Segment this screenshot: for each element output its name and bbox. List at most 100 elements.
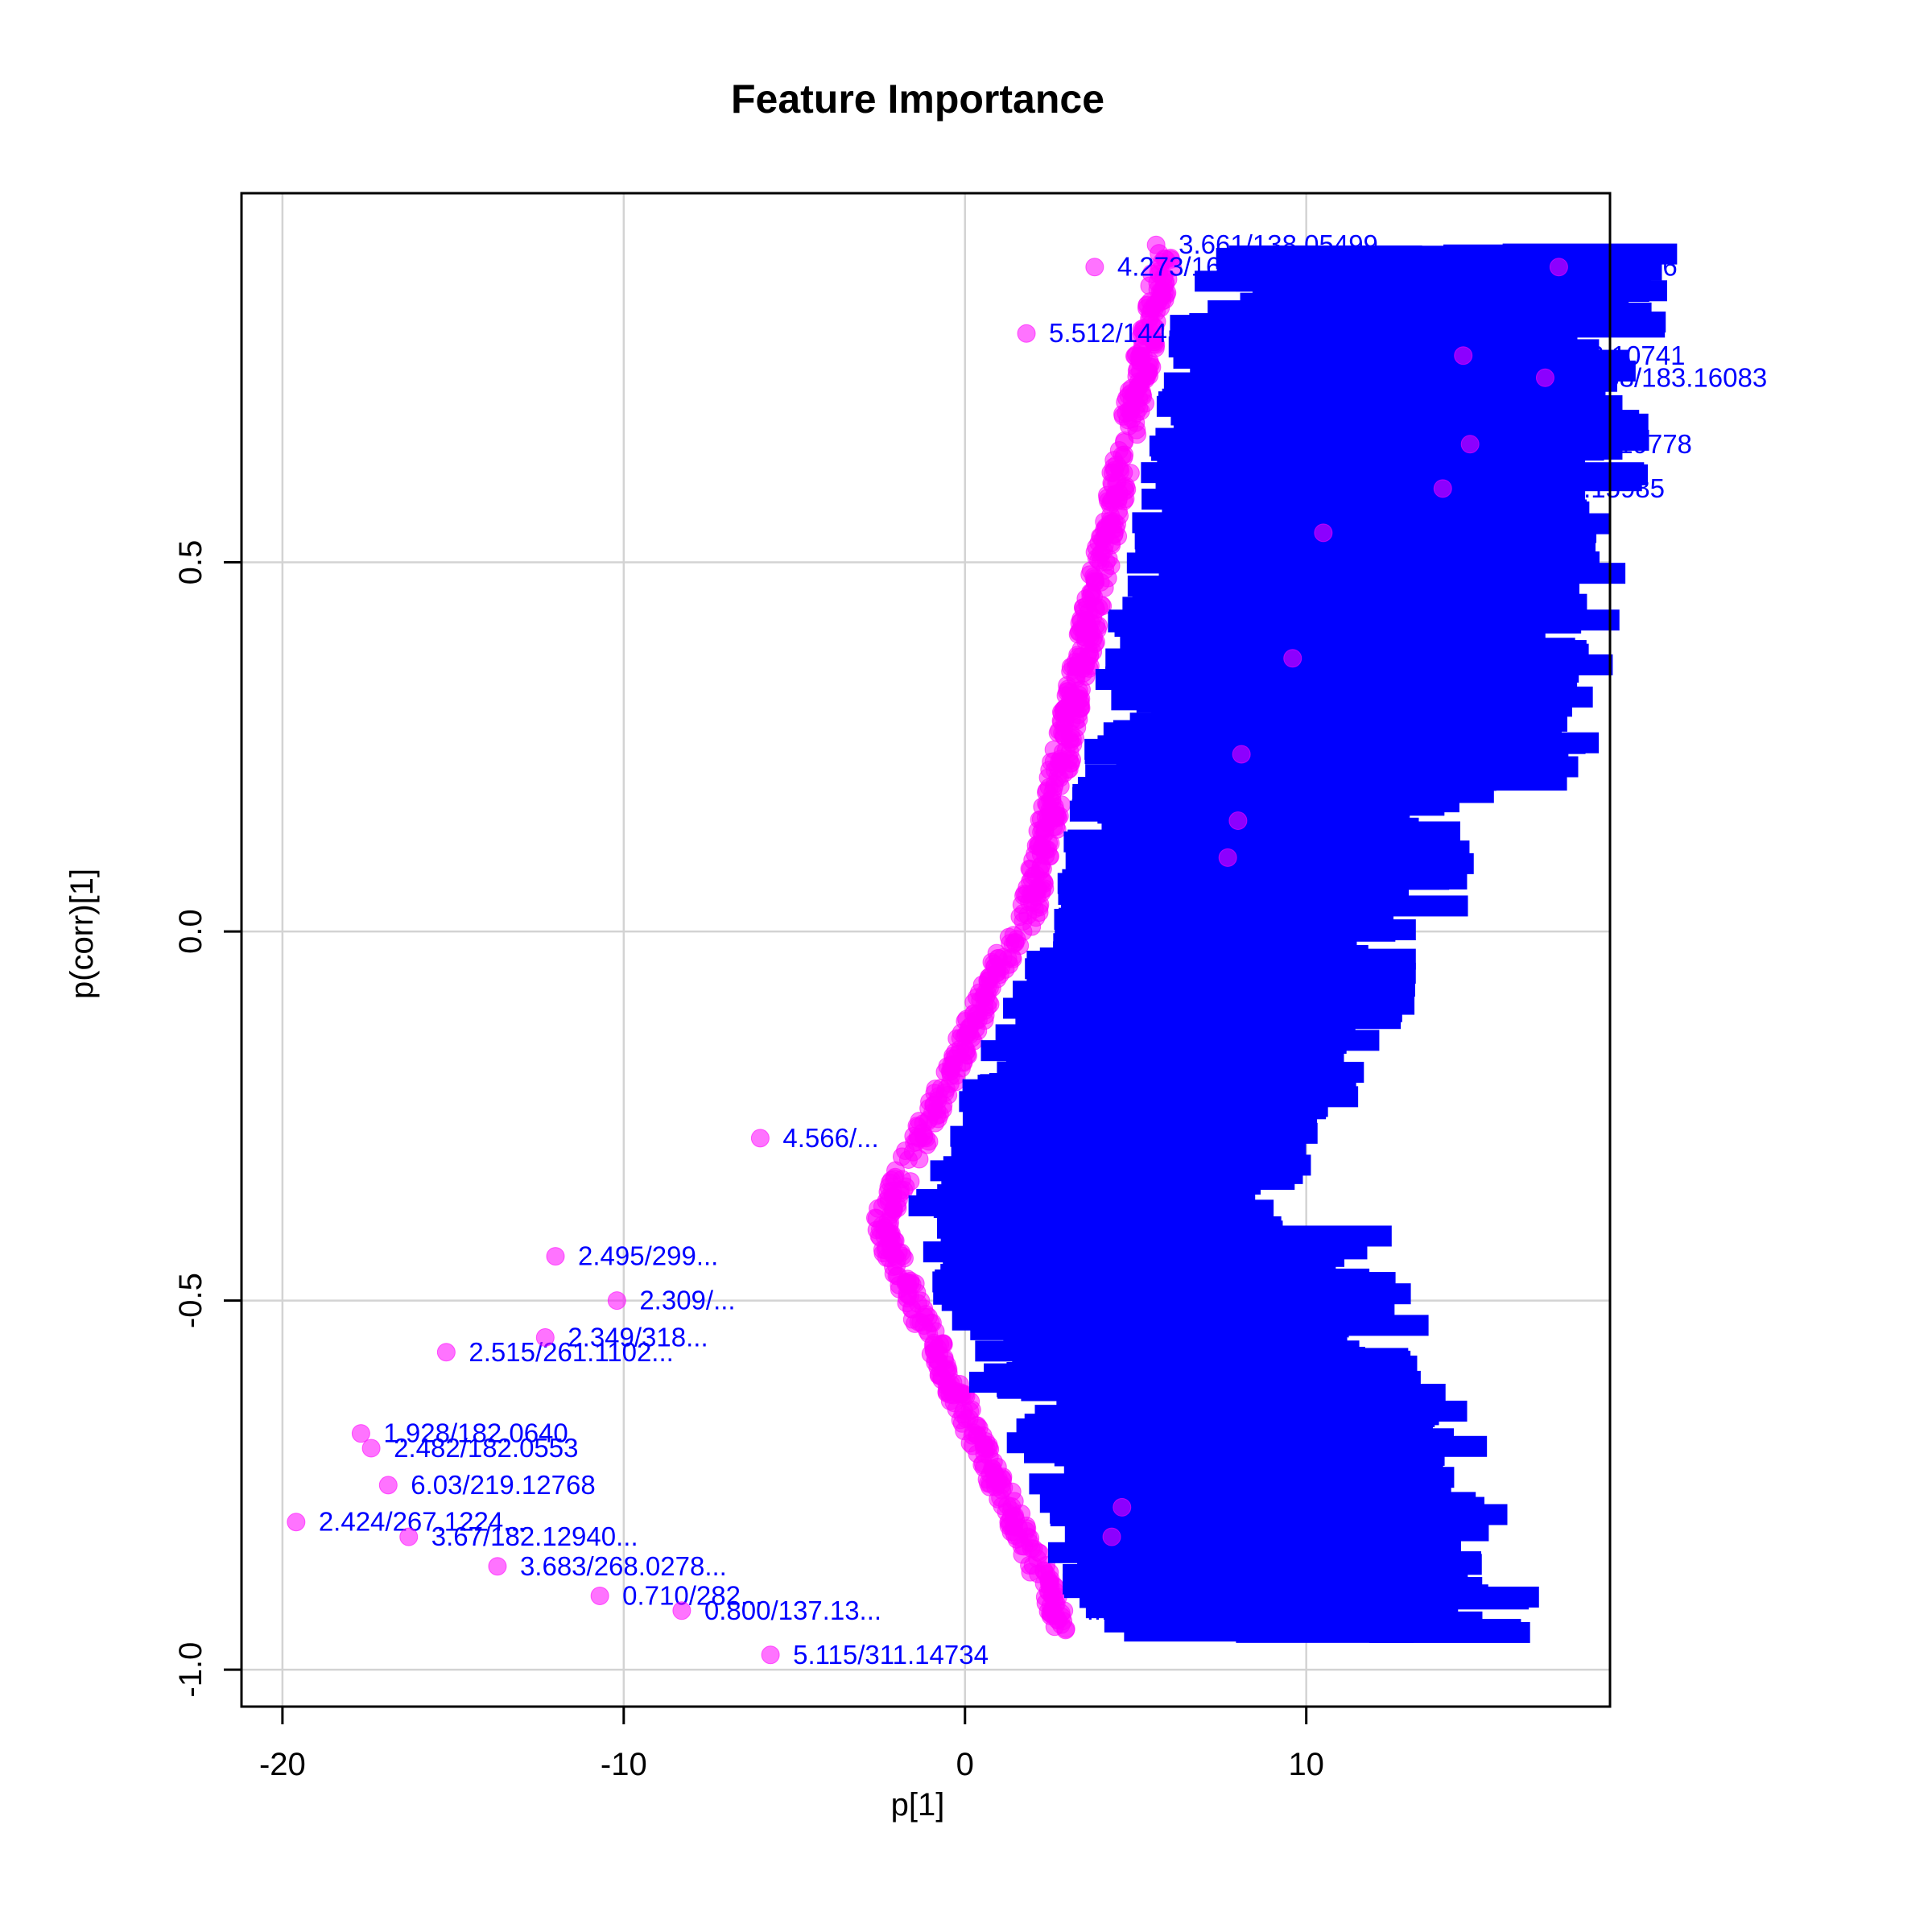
scatter-point xyxy=(928,1352,947,1371)
labeled-point: 1.928/182.0640 xyxy=(351,1418,568,1448)
point-label-overlap xyxy=(1113,774,1298,795)
scatter-point xyxy=(546,1247,565,1266)
scatter-point xyxy=(1054,702,1073,721)
scatter-point xyxy=(1045,807,1064,827)
scatter-point xyxy=(1131,402,1150,421)
point-label-overlap xyxy=(1125,927,1248,948)
scatter-point xyxy=(488,1557,507,1576)
point-label-overlap xyxy=(1069,800,1247,822)
scatter-point xyxy=(1218,848,1237,867)
labeled-point: 4.441/243.19778 xyxy=(1460,429,1692,459)
scatter-point xyxy=(931,1079,951,1098)
point-label-overlap xyxy=(1389,449,1492,471)
scatter-point xyxy=(1031,857,1051,877)
point-label-overlap xyxy=(1340,1584,1488,1606)
labeled-point: 3.766/276.76485 xyxy=(1314,518,1546,547)
point-label-overlap xyxy=(940,1264,1067,1286)
scatter-point xyxy=(881,1205,901,1224)
point-label: 0.633/143.60949 xyxy=(1315,643,1515,673)
point-label-overlap xyxy=(1120,1319,1302,1340)
scatter-point xyxy=(287,1513,306,1532)
scatter-point xyxy=(361,1439,381,1458)
point-label-overlap xyxy=(1258,1512,1386,1534)
point-label-overlap xyxy=(1146,616,1311,638)
point-label: 5.512/144.10163 xyxy=(1049,318,1249,348)
y-tick-label: 0.5 xyxy=(173,540,208,585)
labeled-point: 4.273/164.10011 xyxy=(1085,252,1315,282)
point-label: 3.67/182.12940... xyxy=(431,1521,638,1551)
scatter-point xyxy=(867,1220,886,1240)
scatter-point xyxy=(1141,314,1161,333)
point-label-overlap xyxy=(981,1155,1156,1177)
x-tick-label: -20 xyxy=(259,1747,306,1782)
scatter-point xyxy=(1117,480,1137,499)
scatter-point xyxy=(1113,1497,1132,1517)
labeled-point: 3.683/268.0278... xyxy=(488,1551,727,1581)
point-label-overlap xyxy=(1393,265,1494,287)
point-label-overlap xyxy=(1022,1176,1154,1198)
scatter-point xyxy=(1115,431,1134,450)
scatter-point xyxy=(672,1601,691,1620)
scatter-point xyxy=(1078,596,1097,615)
point-label: ...600 xyxy=(1250,842,1317,872)
point-label-overlap xyxy=(1163,481,1280,503)
point-label-overlap xyxy=(1319,709,1452,731)
labeled-point: 6.03/219.12768 xyxy=(378,1470,596,1500)
point-label-overlap xyxy=(1127,1571,1320,1592)
scatter-point xyxy=(1002,947,1022,967)
scatter-point xyxy=(1088,620,1107,639)
point-label: 0.606/264.15985 xyxy=(1465,473,1665,503)
scatter-point xyxy=(908,1294,927,1313)
scatter-point xyxy=(911,1313,931,1332)
scatter-point xyxy=(1156,272,1175,291)
point-label-overlap xyxy=(1068,892,1246,914)
point-label-overlap xyxy=(1183,415,1303,436)
scatter-point xyxy=(1433,479,1452,498)
point-label: 3.677/172.10741 xyxy=(1486,341,1686,370)
point-label-overlap xyxy=(1097,855,1276,877)
scatter-point xyxy=(1069,647,1088,667)
scatter-point xyxy=(1128,378,1147,398)
scatter-point xyxy=(1141,264,1161,283)
point-label-overlap xyxy=(1026,951,1144,972)
y-axis-label: p(corr)[1] xyxy=(64,869,100,999)
labeled-point: 3.677/172.10741 xyxy=(1454,341,1686,370)
x-tick-label: 10 xyxy=(1288,1747,1324,1782)
point-label: 4.273/164.10011 xyxy=(1117,252,1315,282)
scatter-point xyxy=(955,1027,974,1046)
scatter-point xyxy=(750,1129,770,1148)
point-label-overlap xyxy=(1016,1418,1125,1440)
point-label-overlap xyxy=(933,1283,1063,1305)
y-tick-label: 0.0 xyxy=(173,909,208,954)
scatter-point xyxy=(1549,258,1568,277)
scatter-point xyxy=(880,1229,899,1249)
point-label-overlap xyxy=(1086,1051,1198,1073)
scatter-point xyxy=(1007,930,1026,949)
labeled-point: 0.800/137.13... xyxy=(672,1596,881,1625)
scatter-point xyxy=(1055,1601,1074,1620)
point-label-overlap xyxy=(1304,1464,1414,1486)
point-label-overlap xyxy=(1296,587,1482,609)
scatter-point xyxy=(1460,435,1480,454)
scatter-point xyxy=(1232,745,1251,764)
point-label: ...95 xyxy=(1145,1492,1196,1521)
labeled-point: 5.512/144.10163 xyxy=(1017,318,1249,348)
point-label-overlap xyxy=(1357,287,1485,308)
scatter-point xyxy=(1314,523,1333,543)
scatter-point xyxy=(1535,368,1554,387)
labeled-point: 0.606/264.15985 xyxy=(1433,473,1665,503)
scatter-point xyxy=(949,1385,968,1404)
scatter-point xyxy=(1111,462,1130,481)
point-label-overlap xyxy=(1259,1410,1388,1432)
scatter-point xyxy=(1022,917,1042,936)
point-label-overlap xyxy=(985,1128,1170,1150)
point-label-overlap xyxy=(1129,1299,1308,1321)
scatter-point xyxy=(980,1439,1000,1459)
point-label: 0.800/137.13... xyxy=(704,1596,881,1625)
point-label-overlap xyxy=(1076,1219,1236,1241)
scatter-point xyxy=(1146,338,1165,357)
y-tick-label: -1.0 xyxy=(173,1642,208,1698)
point-label-overlap xyxy=(1155,1276,1278,1298)
scatter-point xyxy=(590,1586,609,1605)
